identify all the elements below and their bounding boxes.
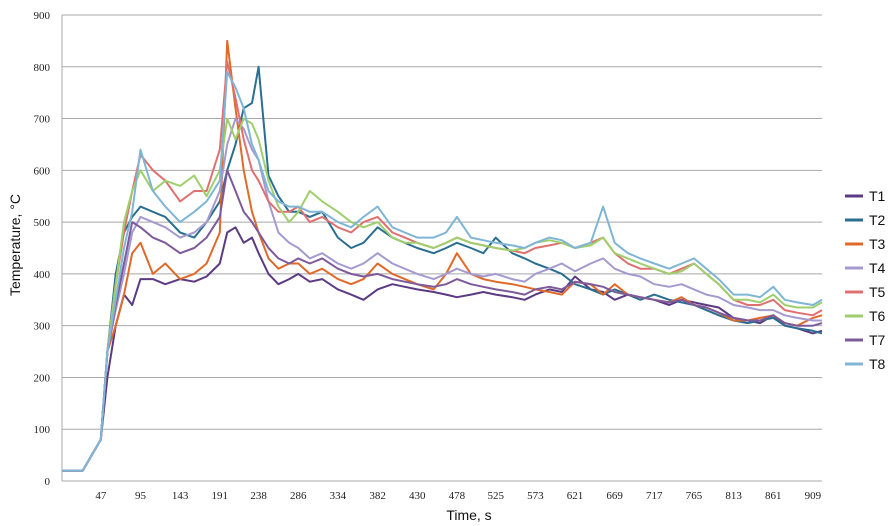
y-tick-label: 500 — [34, 217, 51, 229]
y-axis-title: Temperature, °C — [7, 194, 23, 296]
y-tick-label: 600 — [34, 165, 51, 177]
legend-label-t1: T1 — [869, 188, 886, 204]
x-tick-label: 430 — [409, 490, 426, 502]
y-tick-labels: 0 100 200 300 400 500 600 700 800 900 — [34, 10, 51, 488]
x-tick-label: 525 — [487, 490, 504, 502]
x-tick-label: 238 — [250, 490, 267, 502]
series-line-t3 — [62, 39, 823, 472]
series-line-t6 — [62, 117, 823, 472]
x-tick-label: 143 — [172, 490, 189, 502]
legend-label-t6: T6 — [869, 308, 886, 324]
series-line-t8 — [62, 71, 823, 472]
data-series-lines — [62, 39, 823, 472]
y-tick-label: 700 — [34, 114, 51, 126]
x-tick-label: 95 — [135, 490, 147, 502]
x-tick-label: 573 — [527, 490, 544, 502]
x-axis-title: Time, s — [446, 507, 491, 523]
x-tick-label: 765 — [686, 490, 703, 502]
x-tick-label: 621 — [567, 490, 584, 502]
series-line-t4 — [62, 117, 822, 472]
legend-label-t4: T4 — [869, 260, 886, 276]
y-tick-label: 300 — [34, 321, 51, 333]
x-tick-label: 861 — [765, 490, 782, 502]
y-tick-label: 200 — [34, 372, 51, 384]
series-line-t2 — [62, 65, 823, 472]
x-tick-label: 813 — [725, 490, 742, 502]
x-tick-label: 286 — [290, 490, 307, 502]
series-line-t5 — [62, 60, 823, 472]
series-line-t1 — [62, 226, 823, 472]
y-tick-label: 0 — [45, 476, 51, 488]
x-tick-label: 669 — [606, 490, 623, 502]
x-tick-label: 909 — [805, 490, 822, 502]
y-tick-label: 400 — [34, 269, 51, 281]
x-tick-label: 47 — [95, 490, 107, 502]
y-tick-label: 800 — [34, 62, 51, 74]
series-line-t7 — [62, 169, 823, 472]
x-tick-label: 478 — [449, 490, 466, 502]
legend-label-t2: T2 — [869, 212, 886, 228]
x-tick-label: 382 — [369, 490, 386, 502]
x-tick-label: 334 — [330, 490, 347, 502]
gridlines — [61, 14, 822, 482]
y-tick-label: 100 — [34, 424, 51, 436]
legend-label-t8: T8 — [869, 356, 886, 372]
legend-label-t7: T7 — [869, 332, 886, 348]
x-tick-label: 717 — [646, 490, 663, 502]
legend: T1 T2 T3 T4 T5 T6 T7 T8 — [845, 188, 886, 372]
legend-label-t5: T5 — [869, 284, 886, 300]
legend-label-t3: T3 — [869, 236, 886, 252]
y-tick-label: 900 — [34, 10, 51, 22]
x-tick-label: 191 — [212, 490, 229, 502]
x-tick-labels: 47 95 143 191 238 286 334 382 430 478 525 573 621 669… — [95, 490, 821, 502]
